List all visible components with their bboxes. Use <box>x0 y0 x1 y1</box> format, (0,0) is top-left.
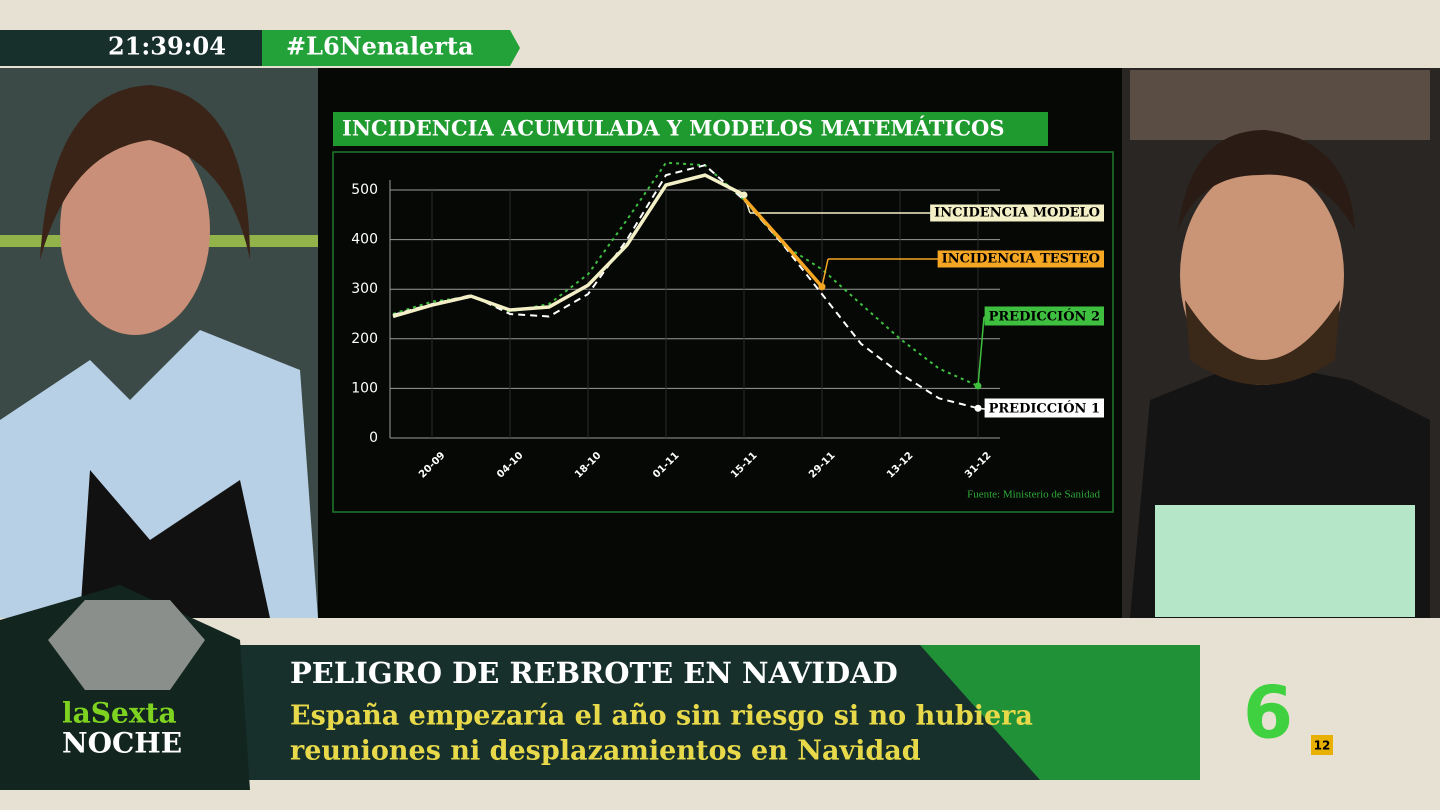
guest-face <box>1180 165 1344 385</box>
leader-line <box>821 258 829 287</box>
y-tick-label: 0 <box>369 430 378 446</box>
y-tick-label: 500 <box>351 182 378 198</box>
subline: reuniones ni desplazamientos en Navidad <box>290 736 921 767</box>
headline: PELIGRO DE REBROTE EN NAVIDAD <box>290 656 898 690</box>
legend-label: INCIDENCIA TESTEO <box>942 252 1100 267</box>
legend-label: INCIDENCIA MODELO <box>934 206 1100 221</box>
y-tick-label: 300 <box>351 281 378 297</box>
rating-box <box>1311 735 1333 755</box>
presenter-top <box>80 470 270 618</box>
hashtag: #L6Nenalerta <box>286 32 474 61</box>
shirt-print <box>1155 505 1415 617</box>
end-dot <box>974 382 982 390</box>
legend-box <box>984 306 1104 326</box>
subline: España empezaría el año sin riesgo si no… <box>290 701 1033 732</box>
clock: 21:39:04 <box>108 32 226 61</box>
title-box <box>333 112 1048 146</box>
legend-box <box>984 398 1104 418</box>
presenter-face <box>60 125 210 335</box>
end-dot <box>818 283 826 291</box>
show-name: NOCHE <box>62 727 182 760</box>
series-line <box>392 161 979 387</box>
channel-logo: 6 <box>1243 671 1293 755</box>
guest-hair <box>1178 130 1355 230</box>
end-dot <box>740 191 748 199</box>
lower-third-accent <box>920 645 1200 780</box>
legend-box <box>930 204 1104 222</box>
y-tick-label: 400 <box>351 232 378 248</box>
legend-label: PREDICCIÓN 1 <box>989 400 1100 417</box>
legend-box <box>937 250 1104 268</box>
show-name: laSexta <box>62 697 177 730</box>
y-tick-label: 100 <box>351 380 378 396</box>
chart-frame <box>332 151 1114 513</box>
legend-label: PREDICCIÓN 2 <box>989 308 1100 325</box>
rating: 12 <box>1314 739 1331 753</box>
series-line <box>742 197 824 288</box>
end-dot <box>974 404 982 412</box>
guest-beard <box>1185 300 1340 385</box>
hashtag-bar <box>262 30 520 66</box>
chart-title: INCIDENCIA ACUMULADA Y MODELOS MATEMÁTIC… <box>342 116 1005 141</box>
clock-bar <box>0 30 270 66</box>
y-tick-label: 200 <box>351 331 378 347</box>
shelf <box>1130 70 1430 140</box>
presenter-hair <box>40 85 250 260</box>
badge-gem <box>48 600 205 690</box>
series-line <box>392 173 745 319</box>
source: Fuente: Ministerio de Sanidad <box>967 489 1100 501</box>
leader-line <box>977 316 985 386</box>
chart-panel <box>318 68 1122 618</box>
